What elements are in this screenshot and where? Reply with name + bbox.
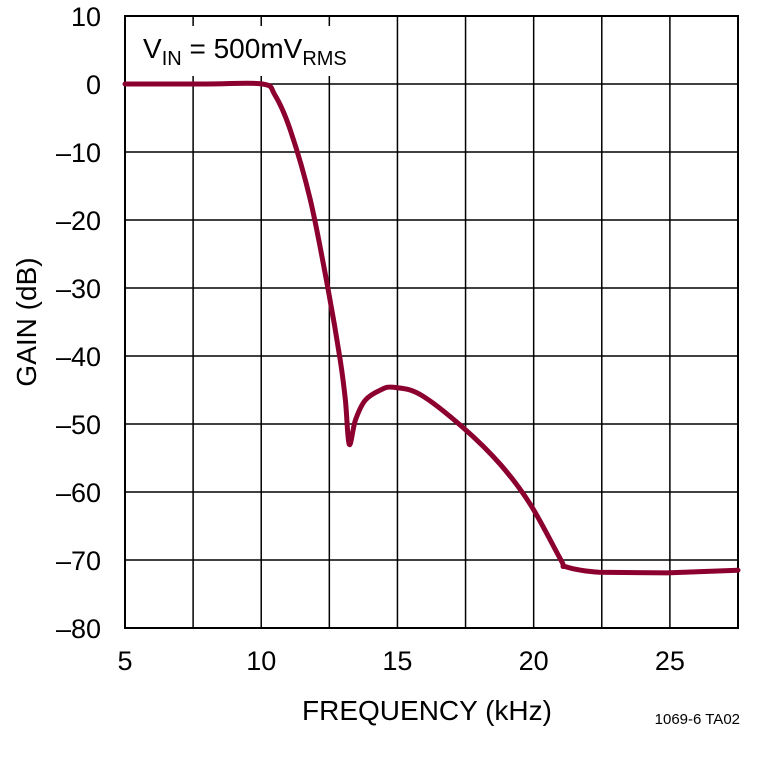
x-tick-label: 5 — [117, 646, 132, 676]
y-tick-label: 10 — [71, 2, 101, 32]
y-tick-label: –50 — [56, 410, 101, 440]
figure-id-footnote: 1069-6 TA02 — [655, 711, 740, 728]
y-tick-label: –30 — [56, 274, 101, 304]
grid — [125, 16, 738, 628]
x-tick-label: 20 — [519, 646, 549, 676]
plot-frame — [124, 15, 739, 629]
gain-curve — [122, 80, 741, 576]
y-tick-label: –40 — [56, 342, 101, 372]
y-tick-label: 0 — [86, 70, 101, 100]
y-tick-label: –80 — [56, 614, 101, 644]
x-tick-label: 25 — [655, 646, 685, 676]
y-tick-label: –10 — [56, 138, 101, 168]
x-axis-label: FREQUENCY (kHz) — [302, 695, 552, 726]
y-tick-label: –60 — [56, 478, 101, 508]
y-axis-label: GAIN (dB) — [11, 257, 42, 386]
x-tick-label: 15 — [382, 646, 412, 676]
x-tick-labels: 5 10 15 20 25 — [117, 646, 684, 676]
y-tick-label: –70 — [56, 546, 101, 576]
annotation-background — [135, 26, 370, 76]
y-tick-label: –20 — [56, 206, 101, 236]
y-tick-labels: 10 0 –10 –20 –30 –40 –50 –60 –70 –80 — [56, 2, 101, 644]
vin-annotation: VIN = 500mVRMS — [143, 33, 347, 70]
x-tick-label: 10 — [246, 646, 276, 676]
